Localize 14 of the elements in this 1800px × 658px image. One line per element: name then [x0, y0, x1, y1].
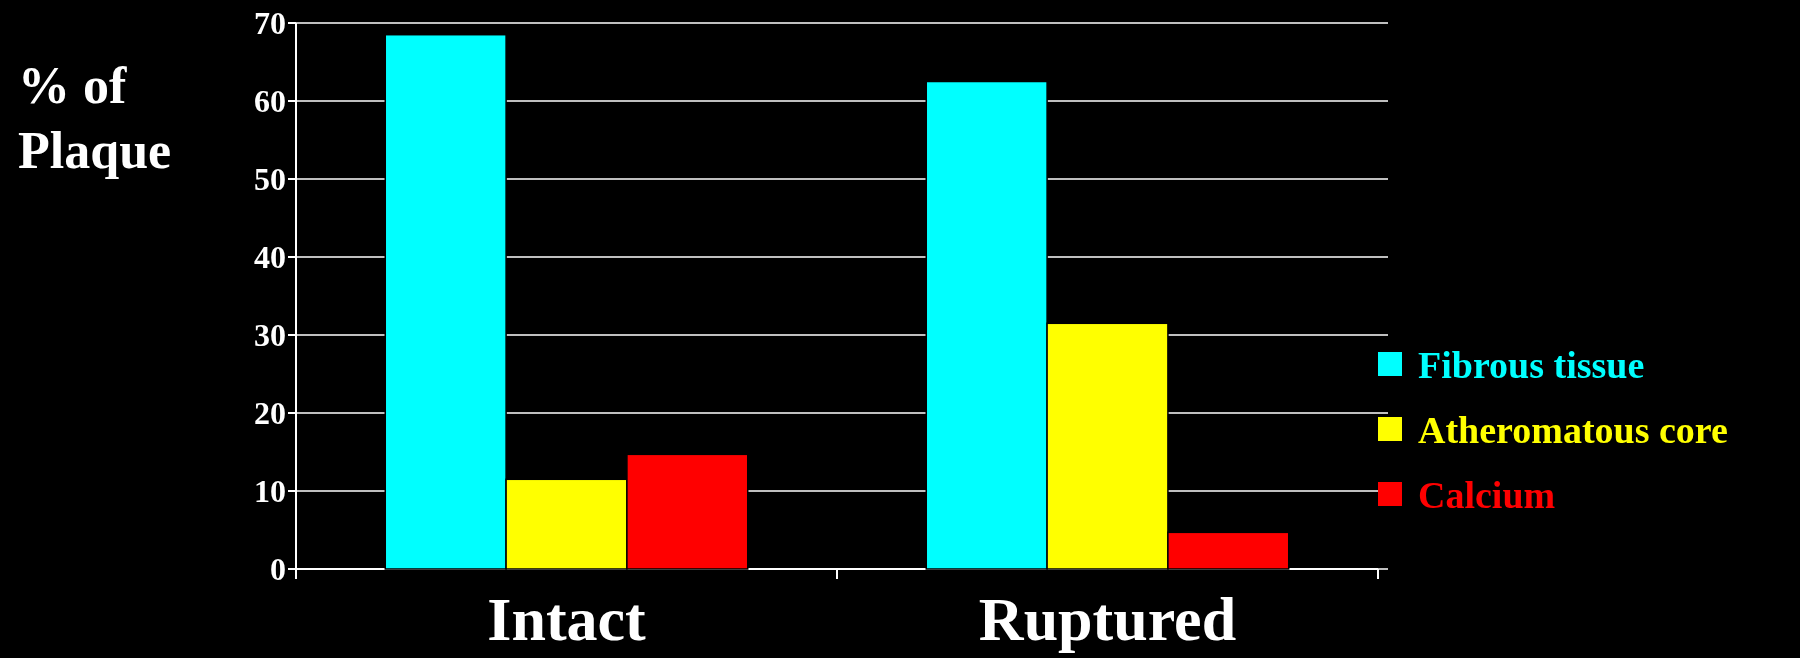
legend-label: Calcium — [1418, 474, 1556, 517]
y-tick-label: 50 — [254, 161, 286, 198]
x-tick-label: Intact — [487, 585, 647, 653]
y-tick-label: 70 — [254, 5, 286, 42]
legend-label: Atheromatous core — [1418, 409, 1728, 452]
y-tick-label: 10 — [254, 473, 286, 510]
y-tick-label: 30 — [254, 317, 286, 354]
y-tick-label: 20 — [254, 395, 286, 432]
legend-label: Fibrous tissue — [1418, 344, 1645, 387]
y-tick-label: 40 — [254, 239, 286, 276]
y-tick-label: 0 — [270, 551, 286, 588]
x-tick-label: Ruptured — [978, 585, 1237, 653]
y-axis-title: % of Plaque — [18, 57, 172, 179]
y-tick-label: 60 — [254, 83, 286, 120]
